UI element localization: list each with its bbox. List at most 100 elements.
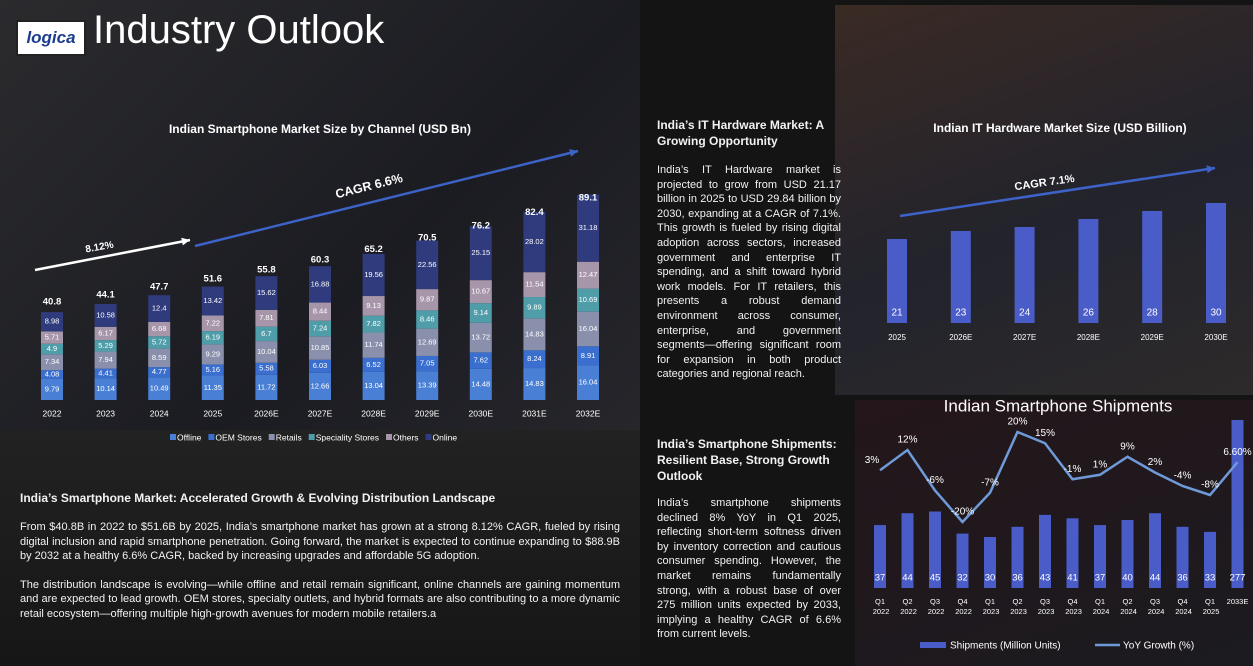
segment-label: 4.77 xyxy=(152,367,167,376)
line-label: -20% xyxy=(951,507,974,518)
segment-label: 6.52 xyxy=(366,360,381,369)
bar-segment xyxy=(148,321,171,337)
x-tick-label: 2027E xyxy=(308,408,333,418)
bar-segment xyxy=(41,370,63,379)
total-label: 55.8 xyxy=(257,264,276,275)
bar-segment xyxy=(523,368,546,400)
bar xyxy=(1149,513,1161,588)
bar-segment xyxy=(523,272,546,298)
photo-background xyxy=(0,430,640,666)
segment-label: 25.15 xyxy=(471,248,490,257)
line-label: -7% xyxy=(981,477,999,488)
bar xyxy=(901,513,914,588)
bar-segment xyxy=(362,315,385,333)
bar-segment xyxy=(201,375,224,400)
bar xyxy=(1078,219,1099,323)
segment-label: 6.17 xyxy=(98,328,113,337)
bar-segment xyxy=(41,331,63,344)
section-heading: India’s Smartphone Shipments: Resilient … xyxy=(657,437,837,483)
bar xyxy=(1142,211,1163,323)
bar-segment xyxy=(94,304,117,327)
bar-segment xyxy=(416,289,439,311)
bar-segment xyxy=(148,348,171,368)
bar-label: 40 xyxy=(1122,573,1133,584)
total-label: 76.2 xyxy=(472,220,491,231)
segment-label: 7.81 xyxy=(259,313,274,322)
total-label: 44.1 xyxy=(96,289,115,300)
bar-label: 30 xyxy=(985,573,996,584)
legend-label: Others xyxy=(393,432,419,442)
paragraph: India’s IT Hardware market is projected … xyxy=(657,164,841,381)
arrow-head xyxy=(569,149,578,157)
bar xyxy=(1011,526,1024,588)
segment-label: 22.56 xyxy=(418,260,437,269)
bar-segment xyxy=(94,368,117,379)
bar-segment xyxy=(469,352,492,369)
bar xyxy=(1066,518,1079,588)
legend-label: Retails xyxy=(276,432,302,442)
segment-label: 5.16 xyxy=(205,365,220,374)
x-tick-label: 2033E xyxy=(1227,597,1249,606)
bar-label: 33 xyxy=(1205,573,1216,584)
bar-segment xyxy=(469,303,492,323)
segment-label: 7.62 xyxy=(473,356,488,365)
line-label: 3% xyxy=(865,455,880,466)
segment-label: 4.08 xyxy=(45,369,60,378)
bar-segment xyxy=(416,328,439,356)
bar-segment xyxy=(94,326,117,341)
bar-label: 24 xyxy=(1019,308,1031,319)
bar-segment xyxy=(201,364,224,376)
segment-label: 13.04 xyxy=(364,381,383,390)
bar xyxy=(1206,203,1226,323)
section-heading: India’s IT Hardware Market: A Growing Op… xyxy=(657,118,824,148)
bar-segment xyxy=(362,332,385,358)
x-tick-label: 2028E xyxy=(1077,333,1100,342)
bar-label: 21 xyxy=(891,308,903,319)
bar-segment xyxy=(577,261,599,289)
total-label: 70.5 xyxy=(418,233,437,244)
bar xyxy=(874,525,886,588)
total-label: 51.6 xyxy=(204,273,223,284)
bar-label: 32 xyxy=(957,573,968,584)
x-tick-label: Q1 2024 xyxy=(1091,597,1110,616)
bar xyxy=(929,511,941,588)
segment-label: 9.89 xyxy=(527,303,542,312)
bar-label: 23 xyxy=(955,308,967,319)
line-label: -6% xyxy=(926,475,944,486)
bar xyxy=(1039,514,1051,588)
bar-segment xyxy=(255,341,278,363)
bar-segment xyxy=(469,225,492,281)
bar-segment xyxy=(362,357,385,372)
bar-segment xyxy=(148,367,171,378)
bar xyxy=(950,231,971,323)
legend-swatch xyxy=(268,434,275,440)
x-tick-label: Q2 2023 xyxy=(1008,597,1027,616)
bar-segment xyxy=(523,297,546,319)
segment-label: 13.72 xyxy=(471,333,490,342)
segment-label: 5.72 xyxy=(152,337,167,346)
bar-segment xyxy=(577,288,599,312)
bar-segment xyxy=(309,336,331,360)
x-tick-label: Q1 2023 xyxy=(981,597,1000,616)
total-label: 40.8 xyxy=(43,297,62,308)
bar-segment xyxy=(148,295,171,322)
line-label: 9% xyxy=(1120,441,1135,452)
segment-label: 13.39 xyxy=(418,381,437,390)
bar-segment xyxy=(416,310,439,329)
segment-label: 8.44 xyxy=(313,307,328,316)
bar xyxy=(1204,531,1216,588)
segment-label: 14.48 xyxy=(471,379,490,388)
segment-label: 4.9 xyxy=(47,344,57,353)
segment-label: 4.41 xyxy=(98,368,113,377)
segment-label: 11.54 xyxy=(525,280,543,289)
segment-label: 8.24 xyxy=(527,354,542,363)
x-tick-label: 2027E xyxy=(1013,333,1036,342)
bar-segment xyxy=(41,312,63,332)
bar xyxy=(1014,227,1035,323)
trend-arrow xyxy=(899,166,1216,218)
x-tick-label: 2030E xyxy=(469,408,494,418)
bar xyxy=(887,239,907,323)
segment-label: 13.42 xyxy=(203,296,222,305)
section-heading: India’s Smartphone Market: Accelerated G… xyxy=(20,491,496,505)
bar-segment xyxy=(469,368,492,400)
